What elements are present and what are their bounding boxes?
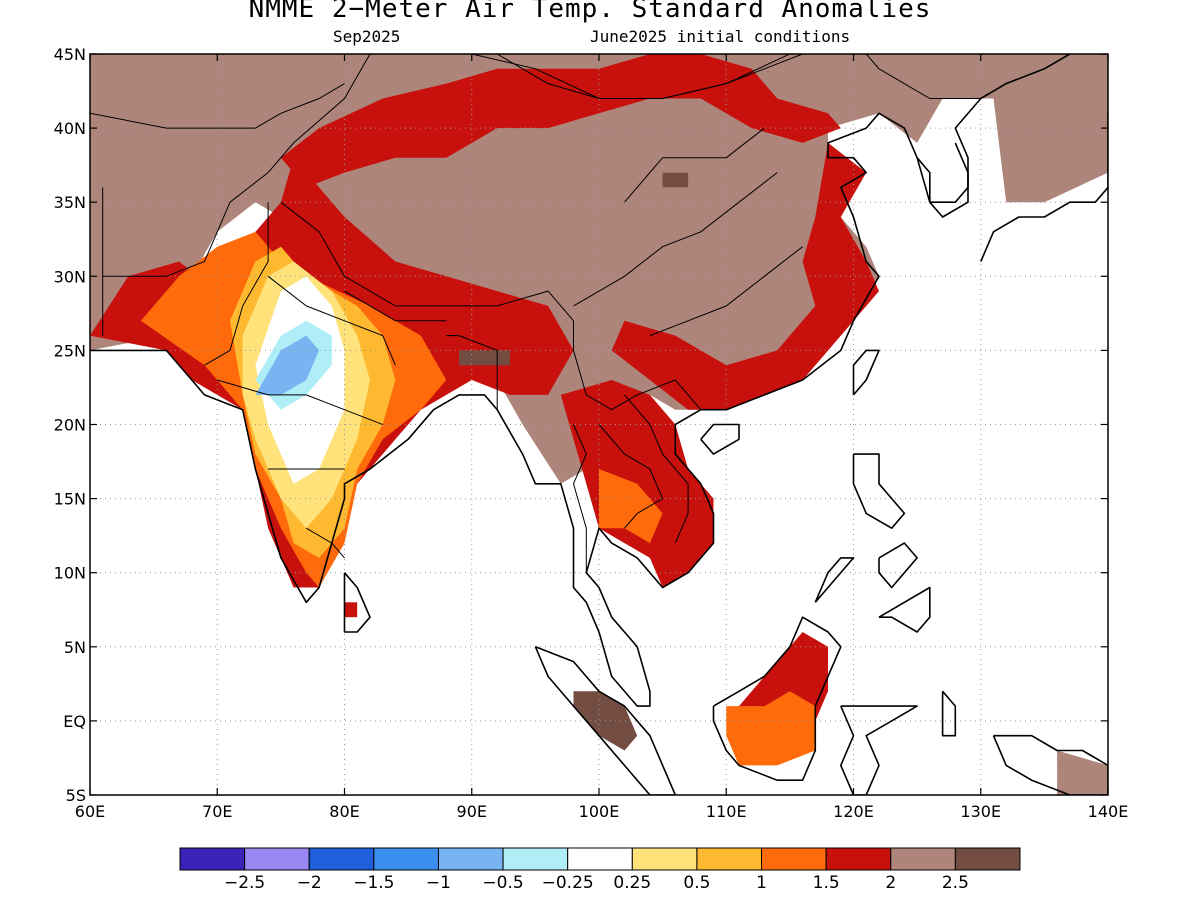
- coastline-korea: [916, 142, 969, 218]
- anomaly-field-indochina-warm-region: [560, 380, 714, 588]
- anomaly-field-india-blue: [255, 335, 320, 395]
- colorbar-label: 2: [885, 873, 896, 893]
- coastline-new-guinea: [992, 734, 1108, 795]
- lon-tick-label: 70E: [202, 802, 232, 821]
- lat-tick-label: 25N: [54, 341, 86, 360]
- coastlines: [90, 54, 1108, 795]
- lon-tick-label: 130E: [960, 802, 1001, 821]
- colorbar-swatch: [373, 847, 439, 871]
- lon-tick-label: 80E: [329, 802, 359, 821]
- coastline-luzon: [852, 453, 906, 530]
- colorbar-label: −1: [426, 873, 451, 893]
- colorbar-label: −2.5: [224, 873, 265, 893]
- coastline-visayas: [878, 542, 918, 589]
- border-afghanistan-pakistan: [102, 172, 269, 277]
- coastline-palawan: [814, 557, 855, 603]
- colorbar-swatch: [437, 847, 504, 871]
- border-mongolia-china: [471, 54, 803, 99]
- coastline-japan: [980, 111, 1108, 262]
- lon-tick-label: 140E: [1088, 802, 1129, 821]
- border-myanmar-thailand: [572, 424, 587, 573]
- lat-tick-label: 15N: [54, 490, 86, 509]
- lon-tick-label: 120E: [833, 802, 874, 821]
- border-himalaya-boundary: [280, 201, 702, 411]
- border-china-provinces: [573, 172, 778, 307]
- border-india-states-2: [217, 379, 383, 425]
- border-china-provinces-2: [649, 246, 803, 337]
- lat-tick-label: 45N: [54, 45, 86, 64]
- colorbar-swatch: [631, 847, 698, 871]
- colorbar-label: 0.5: [683, 873, 710, 893]
- colorbar: −2.5 −2 −1.5 −1 −0.5 −0.25 0.25 0.5 1 1.5 2 2.5: [179, 847, 1021, 893]
- colorbar-label: 2.5: [942, 873, 969, 893]
- coastline-mindanao: [878, 586, 931, 633]
- colorbar-swatch: [761, 847, 827, 871]
- coastline-sulawesi: [839, 705, 918, 795]
- border-thailand-laos: [598, 424, 664, 529]
- lat-tick-label: 35N: [54, 193, 86, 212]
- border-bangladesh-border: [446, 335, 498, 410]
- coastline-asia-coast: [90, 54, 1071, 707]
- anomaly-field-north-china-warm-band: [280, 54, 841, 188]
- lon-tick-label: 60E: [75, 802, 105, 821]
- colorbar-swatch: [825, 847, 892, 871]
- border-pakistan-india: [204, 202, 269, 366]
- lat-tick-label: 20N: [54, 416, 86, 435]
- border-china-provinces-3: [624, 127, 765, 203]
- political-borders: [90, 54, 981, 573]
- colorbar-label: 1: [756, 873, 767, 893]
- initial-conditions: June2025 initial conditions: [590, 27, 851, 46]
- lat-tick-label: 10N: [54, 564, 86, 583]
- anomaly-field-borneo-orange: [726, 691, 816, 766]
- anomaly-field-southeast-brown: [1057, 750, 1108, 795]
- map-title: NMME 2−Meter Air Temp. Standard Anomalie…: [248, 0, 932, 24]
- lon-tick-label: 100E: [579, 802, 620, 821]
- lat-tick-label: 30N: [54, 267, 86, 286]
- anomaly-field-sri-lanka-red: [344, 602, 358, 618]
- anomaly-field-bangladesh-dark-brown: [459, 350, 510, 366]
- colorbar-label: −0.25: [542, 873, 594, 893]
- lon-tick-label: 110E: [706, 802, 747, 821]
- forecast-month: Sep2025: [333, 27, 401, 46]
- colorbar-swatch: [696, 847, 763, 871]
- coastline-borneo: [712, 616, 842, 782]
- coastline-hainan: [700, 423, 740, 455]
- lon-tick-label: 90E: [457, 802, 487, 821]
- border-india-states-1: [267, 275, 396, 366]
- coastline-sri-lanka: [343, 572, 371, 633]
- coastline-taiwan: [852, 349, 880, 396]
- colorbar-swatch: [954, 847, 1021, 871]
- colorbar-label: −0.5: [482, 873, 523, 893]
- coastline-halmahera: [941, 690, 957, 737]
- colorbar-label: 0.25: [613, 873, 651, 893]
- colorbar-swatch: [567, 847, 633, 871]
- colorbar-swatch: [502, 847, 569, 871]
- border-central-asia: [90, 83, 345, 129]
- border-laos-vietnam: [624, 394, 689, 544]
- colorbar-swatch: [308, 847, 375, 871]
- lat-tick-label: EQ: [63, 712, 86, 731]
- colorbar-label: −2: [297, 873, 322, 893]
- colorbar-swatch: [890, 847, 956, 871]
- lat-tick-label: 5N: [64, 638, 86, 657]
- colorbar-swatch: [179, 847, 246, 871]
- anomaly-field-east-china-warm-strip: [611, 142, 879, 410]
- coastline-sumatra: [534, 646, 677, 795]
- anomaly-field-indochina-orange: [599, 469, 663, 544]
- border-nepal: [344, 290, 447, 322]
- lat-tick-label: 40N: [54, 119, 86, 138]
- colorbar-swatch: [244, 847, 310, 871]
- anomaly-field-mongolia-dark-brown: [662, 172, 689, 188]
- colorbar-label: 1.5: [813, 873, 840, 893]
- lat-tick-label: 5S: [66, 786, 86, 805]
- colorbar-label: −1.5: [353, 873, 394, 893]
